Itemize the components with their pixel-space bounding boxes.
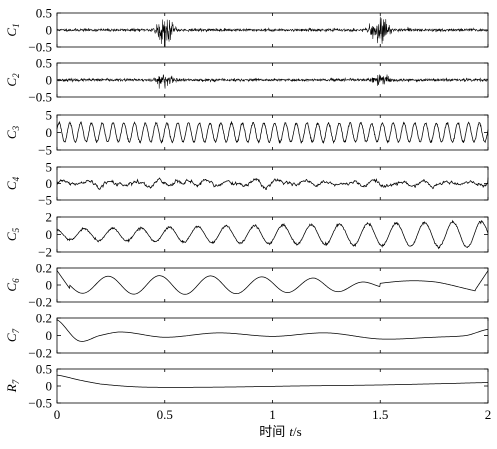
x-tick-label: 0.5 bbox=[157, 407, 173, 422]
panel-label: C1 bbox=[4, 23, 21, 36]
y-tick-label: 0.5 bbox=[36, 56, 52, 71]
y-tick-label: 5 bbox=[46, 108, 53, 123]
panel-label: C6 bbox=[4, 278, 21, 292]
series-line-4 bbox=[56, 177, 489, 191]
panel-2: 0.5 0 −0.5 C2 bbox=[4, 56, 489, 105]
panel-frame bbox=[56, 317, 489, 354]
y-tick-label: −2 bbox=[38, 245, 52, 260]
panel-frame bbox=[56, 267, 489, 303]
panel-label: C5 bbox=[4, 227, 21, 241]
panel-7: 0.2 0 −0.2 C7 bbox=[4, 311, 489, 361]
y-tick-label: −5 bbox=[38, 193, 52, 208]
y-tick-label: −0.2 bbox=[28, 346, 52, 361]
x-tick-label: 1.5 bbox=[372, 407, 388, 422]
panel-5: 2 0 −2 C5 bbox=[4, 210, 489, 260]
series-line-7 bbox=[56, 319, 489, 342]
y-tick-label: 0.2 bbox=[36, 261, 52, 276]
panel-label: C3 bbox=[4, 125, 21, 139]
y-tick-label: 0 bbox=[46, 379, 53, 394]
x-tick-label: 0 bbox=[54, 407, 61, 422]
y-tick-label: −0.5 bbox=[28, 90, 52, 105]
panel-label: C2 bbox=[4, 73, 21, 87]
x-tick-label: 1 bbox=[269, 407, 276, 422]
y-tick-label: 0 bbox=[46, 23, 53, 38]
y-tick-label: 0.5 bbox=[36, 362, 52, 377]
y-tick-label: 0 bbox=[46, 125, 53, 140]
y-tick-label: −0.5 bbox=[28, 40, 52, 55]
series-line-5 bbox=[56, 219, 489, 250]
series-line-6 bbox=[56, 270, 489, 295]
y-tick-label: −0.5 bbox=[28, 396, 52, 411]
y-tick-label: 0 bbox=[46, 278, 53, 293]
y-tick-label: 2 bbox=[46, 210, 53, 225]
y-tick-label: 0 bbox=[46, 227, 53, 242]
panel-1: 0.5 0 −0.5 C1 bbox=[4, 6, 489, 55]
y-tick-label: 0.2 bbox=[36, 311, 52, 326]
panel-frame bbox=[56, 114, 489, 151]
series-line-8 bbox=[56, 374, 489, 388]
panel-3: 5 0 −5 C3 bbox=[4, 108, 489, 158]
panel-6: 0.2 0 −0.2 C6 bbox=[4, 261, 489, 310]
series-line-2 bbox=[56, 74, 489, 89]
panel-8: 0.5 0 −0.5 R7 bbox=[4, 362, 489, 411]
series-line-1 bbox=[56, 16, 489, 47]
x-axis-label: 时间 t/s bbox=[259, 424, 301, 440]
x-tick-label: 2 bbox=[485, 407, 492, 422]
panel-label: R7 bbox=[4, 379, 21, 393]
y-tick-label: 0 bbox=[46, 176, 53, 191]
panel-label: C4 bbox=[4, 176, 21, 190]
y-tick-label: 0.5 bbox=[36, 6, 52, 21]
series-line-3 bbox=[56, 120, 489, 145]
panel-4: 50 −5 C4 bbox=[4, 160, 489, 208]
y-tick-label: −0.2 bbox=[28, 295, 52, 310]
panel-label: C7 bbox=[4, 328, 21, 342]
y-tick-label: 0 bbox=[46, 73, 53, 88]
y-tick-label: 5 bbox=[46, 160, 53, 175]
panel-frame bbox=[56, 166, 489, 201]
y-tick-label: −5 bbox=[38, 143, 52, 158]
y-tick-label: 0 bbox=[46, 328, 53, 343]
